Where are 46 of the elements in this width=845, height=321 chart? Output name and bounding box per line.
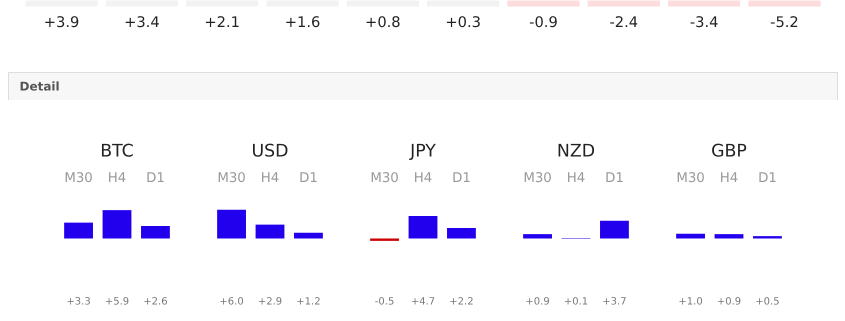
data-label: +0.1 (564, 296, 588, 308)
data-label: +1.0 (678, 296, 703, 308)
chart-title: BTC (100, 142, 134, 162)
data-label: +3.3 (66, 296, 91, 308)
x-tick-label: M30 (370, 171, 399, 186)
x-tick-label: H4 (414, 171, 432, 186)
data-label: +6.0 (219, 296, 244, 308)
data-label: +3.9 (44, 14, 80, 31)
x-tick-label: H4 (108, 171, 126, 186)
data-label: -0.9 (529, 14, 558, 31)
data-label: +0.8 (365, 14, 401, 31)
x-tick-label: M30 (523, 171, 552, 186)
data-label: -5.2 (770, 14, 799, 31)
x-tick-label: D1 (758, 171, 777, 186)
data-label: +4.7 (410, 296, 436, 308)
data-label: +0.9 (525, 296, 550, 308)
data-label: +1.6 (284, 14, 320, 31)
data-label: -2.4 (610, 14, 638, 31)
data-label: +2.1 (204, 14, 240, 31)
x-tick-label: D1 (299, 171, 318, 186)
x-tick-label: M30 (64, 171, 93, 186)
x-tick-label: D1 (452, 171, 471, 186)
chart-title: NZD (556, 142, 596, 162)
data-label: +2.2 (449, 296, 474, 308)
x-tick-label: H4 (720, 171, 738, 186)
x-tick-label: D1 (146, 171, 165, 186)
data-label: +1.2 (296, 296, 321, 308)
x-tick-label: H4 (260, 171, 280, 186)
data-label: +0.3 (445, 14, 481, 31)
data-label: -3.4 (690, 14, 718, 31)
data-label: +3.7 (602, 296, 627, 308)
chart-title: JPY (409, 142, 436, 162)
data-label: -0.5 (374, 296, 394, 308)
data-label: +5.9 (104, 296, 130, 308)
x-tick-label: M30 (676, 171, 705, 186)
chart-title: USD (251, 142, 289, 162)
data-label: +2.9 (258, 296, 282, 308)
data-label: +0.5 (755, 296, 780, 308)
chart-title: GBP (711, 142, 747, 162)
text: Detail (20, 80, 60, 94)
x-tick-label: M30 (217, 171, 246, 186)
data-label: +2.6 (143, 296, 168, 308)
x-tick-label: H4 (566, 171, 586, 186)
data-label: +0.9 (716, 296, 742, 308)
x-tick-label: D1 (605, 171, 624, 186)
data-label: +3.4 (124, 14, 160, 31)
